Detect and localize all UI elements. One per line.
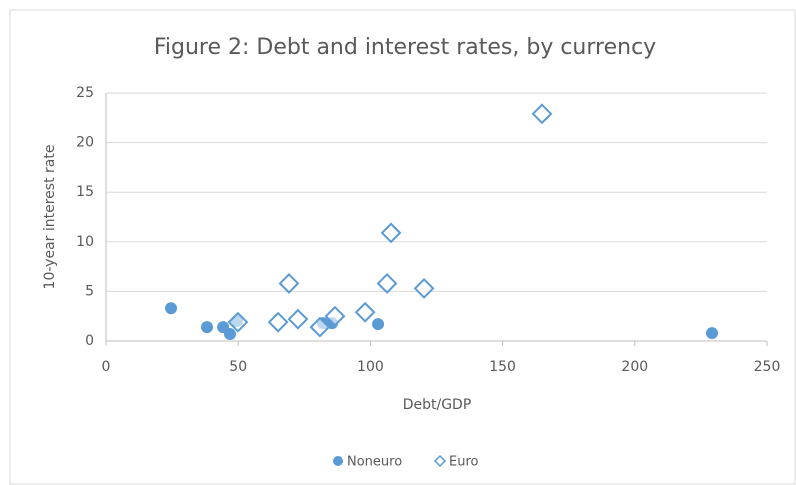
- x-tick-label: 50: [229, 359, 247, 375]
- data-point: [227, 311, 249, 333]
- data-point: [201, 321, 214, 334]
- data-point: [278, 273, 300, 294]
- y-tick-label: 25: [76, 85, 94, 101]
- legend-marker: [333, 456, 343, 466]
- legend-label: Euro: [449, 455, 479, 470]
- data-point: [706, 327, 719, 340]
- x-tick-label: 100: [357, 359, 384, 375]
- data-point: [324, 305, 346, 327]
- data-point: [413, 278, 435, 299]
- x-tick-label: 200: [621, 359, 648, 375]
- legend-label: Noneuro: [347, 455, 402, 470]
- data-point: [376, 273, 398, 294]
- x-tick-label: 150: [489, 359, 516, 375]
- data-point: [531, 103, 553, 125]
- data-point: [372, 318, 385, 331]
- x-tick-label: 250: [754, 359, 781, 375]
- y-tick-label: 15: [76, 184, 94, 200]
- chart-frame: [9, 9, 796, 485]
- data-point: [267, 311, 289, 333]
- y-tick-label: 5: [85, 283, 94, 299]
- y-tick-label: 20: [76, 135, 94, 151]
- y-tick-label: 0: [85, 333, 94, 349]
- y-axis-label: 10-year interest rate: [42, 145, 58, 290]
- data-point: [380, 222, 402, 244]
- data-point: [287, 308, 309, 330]
- data-point: [309, 316, 331, 338]
- chart-title: Figure 2: Debt and interest rates, by cu…: [154, 35, 656, 60]
- x-tick-label: 0: [102, 359, 111, 375]
- legend-marker: [433, 454, 447, 468]
- y-tick-label: 10: [76, 234, 94, 250]
- data-point: [354, 301, 376, 323]
- data-point: [165, 302, 178, 315]
- data-point: [224, 328, 237, 341]
- x-axis-label: Debt/GDP: [403, 397, 472, 413]
- legend: Noneuro Euro: [333, 455, 479, 470]
